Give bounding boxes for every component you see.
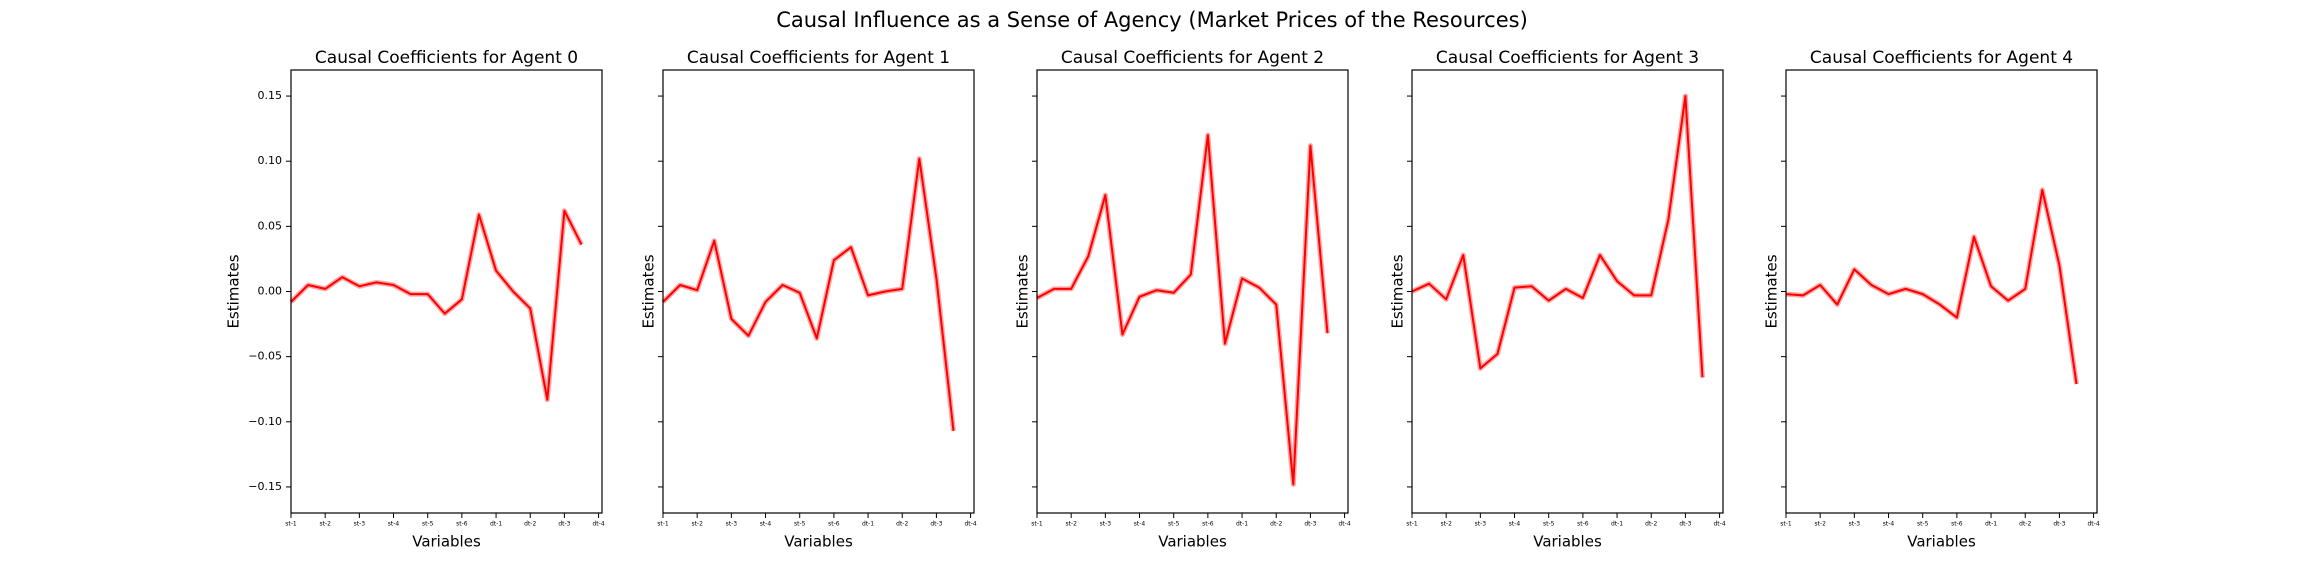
x-tick-label: st-3 (1849, 521, 1861, 528)
y-axis-label: Estimates (640, 254, 658, 328)
y-tick-label: −0.15 (248, 480, 282, 493)
x-tick-label: st-1 (1406, 521, 1418, 528)
y-tick-label: 0.05 (258, 219, 283, 232)
x-tick-label: st-5 (1917, 521, 1929, 528)
x-tick-label: dt-1 (862, 521, 874, 528)
series-line (1785, 188, 2078, 385)
y-tick-label: 0.00 (258, 285, 283, 298)
x-tick-label: dt-2 (896, 521, 908, 528)
x-tick-label: dt-3 (558, 521, 570, 528)
x-tick-label: st-1 (1031, 521, 1043, 528)
x-tick-label: dt-2 (1270, 521, 1282, 528)
x-tick-label: st-5 (794, 521, 806, 528)
series-line (290, 209, 583, 401)
y-tick-label: 0.15 (258, 89, 283, 102)
series-band (1035, 132, 1330, 487)
y-tick-label: −0.05 (248, 350, 282, 363)
series-line (1036, 134, 1329, 486)
x-tick-label: st-2 (1814, 521, 1826, 528)
x-tick-label: dt-4 (1714, 521, 1726, 528)
axes-title: Causal Coefficients for Agent 4 (1810, 48, 2073, 68)
x-tick-label: dt-4 (2088, 521, 2100, 528)
x-tick-label: st-4 (760, 521, 772, 528)
series-line (662, 157, 955, 432)
y-axis-label: Estimates (1389, 254, 1407, 328)
x-tick-label: dt-1 (1611, 521, 1623, 528)
x-tick-label: dt-1 (490, 521, 502, 528)
x-tick-label: dt-2 (524, 521, 536, 528)
x-tick-label: st-6 (1577, 521, 1589, 528)
x-tick-label: st-4 (1883, 521, 1895, 528)
x-tick-label: st-6 (828, 521, 840, 528)
y-axis-label: Estimates (1763, 254, 1781, 328)
x-tick-label: st-3 (1475, 521, 1487, 528)
series-band (661, 156, 956, 432)
axes-title: Causal Coefficients for Agent 1 (687, 48, 950, 68)
x-axis-label: Variables (784, 533, 853, 551)
x-tick-label: dt-1 (1236, 521, 1248, 528)
x-tick-label: st-4 (388, 521, 400, 528)
axes-frame (662, 69, 975, 514)
x-tick-label: dt-3 (1304, 521, 1316, 528)
x-tick-label: st-2 (1440, 521, 1452, 528)
x-tick-label: dt-4 (1339, 521, 1351, 528)
axes-title: Causal Coefficients for Agent 0 (315, 48, 578, 68)
x-axis-label: Variables (1907, 533, 1976, 551)
x-tick-label: dt-2 (2019, 521, 2031, 528)
y-tick-label: 0.10 (258, 154, 283, 167)
x-tick-label: st-4 (1134, 521, 1146, 528)
x-tick-label: st-4 (1509, 521, 1521, 528)
x-tick-label: st-5 (1168, 521, 1180, 528)
x-tick-label: st-6 (1951, 521, 1963, 528)
x-axis-label: Variables (1533, 533, 1602, 551)
x-tick-label: dt-3 (2053, 521, 2065, 528)
axes-title: Causal Coefficients for Agent 2 (1061, 48, 1324, 68)
x-tick-label: st-1 (1780, 521, 1792, 528)
x-tick-label: st-2 (319, 521, 331, 528)
x-tick-label: dt-4 (965, 521, 977, 528)
x-tick-label: st-1 (657, 521, 669, 528)
x-tick-label: st-6 (456, 521, 468, 528)
axes-title: Causal Coefficients for Agent 3 (1436, 48, 1699, 68)
x-tick-label: st-5 (422, 521, 434, 528)
x-tick-label: st-1 (285, 521, 297, 528)
x-axis-label: Variables (412, 533, 481, 551)
x-tick-label: st-2 (691, 521, 703, 528)
y-axis-label: Estimates (1014, 254, 1032, 328)
x-tick-label: dt-2 (1645, 521, 1657, 528)
x-tick-label: st-3 (1100, 521, 1112, 528)
x-tick-label: st-5 (1543, 521, 1555, 528)
series-band (1785, 187, 2079, 385)
x-tick-label: dt-3 (1679, 521, 1691, 528)
figure-title: Causal Influence as a Sense of Agency (M… (776, 8, 1528, 32)
x-tick-label: st-6 (1202, 521, 1214, 528)
x-tick-label: st-2 (1065, 521, 1077, 528)
x-tick-label: st-3 (354, 521, 366, 528)
x-tick-label: st-3 (726, 521, 738, 528)
series-band (1410, 93, 1705, 378)
x-tick-label: dt-3 (930, 521, 942, 528)
axes-frame (1785, 69, 2098, 514)
y-tick-label: −0.10 (248, 415, 282, 428)
x-tick-label: dt-4 (593, 521, 605, 528)
series-line (1411, 95, 1704, 378)
x-tick-label: dt-1 (1985, 521, 1997, 528)
x-axis-label: Variables (1158, 533, 1227, 551)
y-axis-label: Estimates (225, 254, 243, 328)
